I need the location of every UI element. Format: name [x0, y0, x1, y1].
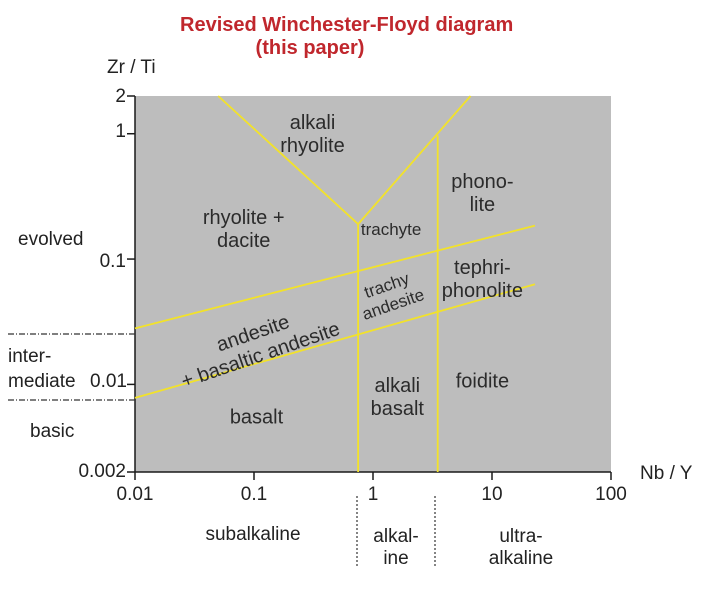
x-axis-title: Nb / Y — [640, 463, 693, 484]
intermediate-label-line-1: inter- — [8, 346, 52, 367]
field-label-line: alkali — [289, 112, 336, 135]
title-line-1: Revised Winchester-Floyd diagram — [180, 14, 514, 36]
intermediate-label-line-2: mediate — [8, 371, 76, 392]
field-label: trachyte — [361, 220, 421, 240]
field-label-line: basalt — [370, 397, 424, 420]
field-label: phono-lite — [451, 171, 513, 217]
field-label: alkali basalt — [371, 375, 424, 421]
plot-area — [135, 96, 611, 472]
field-label: foidite — [456, 371, 509, 394]
field-boundary-line — [357, 95, 472, 225]
x-tick-label: 10 — [481, 484, 503, 505]
boundary-lines — [134, 95, 536, 472]
y-tick-label: 0.1 — [99, 251, 126, 272]
field-label: tephri-phonolite — [442, 257, 523, 303]
x-tick-label: 100 — [595, 484, 627, 505]
alkaline-label-line-2: ine — [383, 547, 409, 569]
diagram-title: Revised Winchester-Floyd diagram (this p… — [180, 14, 514, 60]
field-label-line: phono- — [451, 171, 514, 194]
field-label: alkali rhyolite — [280, 112, 344, 158]
field-boundary-line — [217, 95, 359, 225]
x-tick-label: 0.01 — [116, 484, 154, 505]
field-label-line: dacite — [217, 230, 271, 253]
field-label-line: phonolite — [441, 280, 523, 303]
field-label-line: trachyte — [360, 220, 422, 240]
axis-ticks — [127, 95, 612, 480]
field-label-line: tephri- — [454, 257, 511, 280]
y-tick-label: 0.01 — [90, 371, 127, 392]
field-boundary-line — [134, 224, 536, 330]
y-tick-label: 2 — [115, 86, 126, 107]
title-line-2: (this paper) — [255, 37, 365, 59]
y-tick-label: 1 — [115, 121, 126, 142]
field-boundary-line — [134, 283, 536, 399]
field-label-line: foidite — [455, 370, 510, 393]
field-label-line: alkali — [374, 374, 421, 397]
ultra-alkaline-label-line-2: alkaline — [488, 547, 554, 569]
x-tick-label: 1 — [367, 484, 379, 505]
subalkaline-label: subalkaline — [205, 524, 301, 545]
field-label-line: rhyolite + — [202, 207, 285, 230]
basic-label: basic — [30, 421, 75, 442]
field-label-line: rhyolite — [280, 135, 345, 158]
field-label-line: basalt — [229, 406, 284, 429]
y-axis-title: Zr / Ti — [107, 57, 156, 78]
field-label-line: lite — [469, 194, 496, 217]
alkaline-label-line-1: alkal- — [373, 526, 419, 547]
x-tick-label: 0.1 — [240, 484, 268, 505]
evolved-label: evolved — [18, 229, 84, 250]
y-tick-label: 0.002 — [78, 461, 126, 482]
field-label: rhyolite + dacite — [203, 207, 285, 253]
ultra-alkaline-label: ultra- alkaline — [466, 526, 576, 570]
field-label: basalt — [230, 406, 283, 429]
ultra-alkaline-label-line-1: ultra- — [499, 526, 543, 547]
alkaline-label: alkal- ine — [360, 526, 432, 570]
